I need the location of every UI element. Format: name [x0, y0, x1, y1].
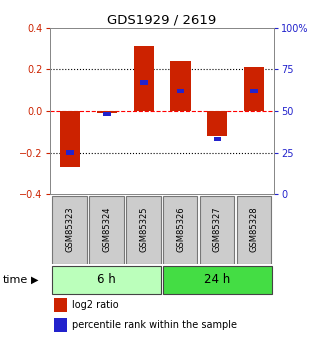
Text: percentile rank within the sample: percentile rank within the sample — [72, 320, 237, 330]
FancyBboxPatch shape — [126, 196, 160, 264]
Bar — [66, 150, 74, 155]
Text: GSM85325: GSM85325 — [139, 207, 148, 252]
Bar — [213, 137, 221, 141]
Text: log2 ratio: log2 ratio — [72, 300, 119, 310]
Text: GSM85326: GSM85326 — [176, 206, 185, 252]
Text: 6 h: 6 h — [98, 273, 116, 286]
Text: GSM85323: GSM85323 — [65, 206, 74, 252]
Bar — [250, 89, 258, 93]
Text: GSM85327: GSM85327 — [213, 206, 222, 252]
Text: time: time — [3, 275, 29, 285]
Bar — [170, 61, 191, 111]
Text: 24 h: 24 h — [204, 273, 230, 286]
Bar — [140, 80, 148, 85]
Bar — [60, 111, 80, 167]
Bar — [177, 89, 184, 93]
FancyBboxPatch shape — [163, 196, 197, 264]
FancyBboxPatch shape — [52, 266, 161, 294]
Bar — [207, 111, 228, 136]
Bar — [103, 112, 111, 117]
FancyBboxPatch shape — [163, 266, 272, 294]
Bar — [54, 318, 67, 332]
Title: GDS1929 / 2619: GDS1929 / 2619 — [108, 13, 217, 27]
Bar — [97, 111, 117, 114]
FancyBboxPatch shape — [89, 196, 124, 264]
FancyBboxPatch shape — [52, 196, 87, 264]
Bar — [134, 46, 154, 111]
Bar — [244, 67, 264, 111]
Text: ▶: ▶ — [30, 275, 38, 285]
FancyBboxPatch shape — [200, 196, 234, 264]
Bar — [54, 298, 67, 312]
Text: GSM85324: GSM85324 — [102, 207, 111, 252]
Text: GSM85328: GSM85328 — [250, 206, 259, 252]
FancyBboxPatch shape — [237, 196, 271, 264]
